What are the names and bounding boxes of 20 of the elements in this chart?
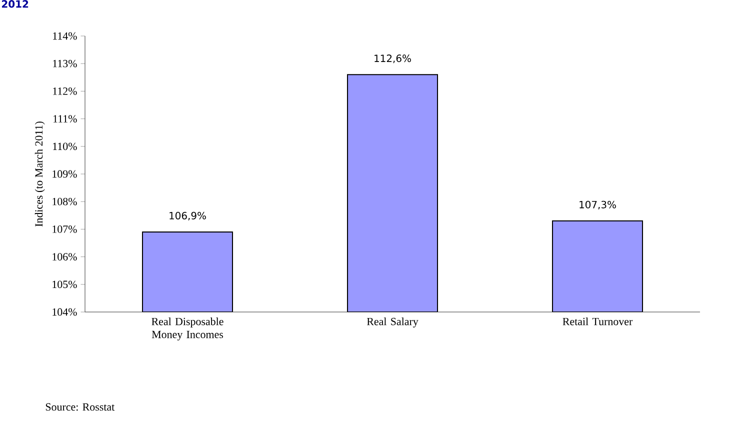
- y-tick-label: 108%: [52, 198, 77, 206]
- data-label: 107,3%: [580, 200, 616, 210]
- x-tick-label: Retail Turnover: [562, 318, 633, 326]
- y-tick-label: 105%: [52, 280, 77, 288]
- chart-title: 2012: [2, 0, 28, 8]
- y-tick-label: 113%: [53, 60, 77, 68]
- y-tick-label: 112%: [53, 87, 77, 95]
- y-tick-label: 114%: [53, 32, 77, 40]
- y-tick-label: 107%: [52, 225, 77, 233]
- x-tick-label: Real Disposable Money Incomes: [152, 318, 224, 340]
- data-label: 106,9%: [170, 212, 206, 220]
- y-tick-label: 106%: [52, 253, 77, 261]
- y-tick-label: 110%: [53, 142, 77, 150]
- y-tick-label: 111%: [53, 115, 77, 123]
- data-label: 112,6%: [374, 54, 411, 64]
- source-note: Source: Rosstat: [46, 403, 115, 411]
- y-tick-label: 109%: [52, 170, 77, 178]
- x-tick-label: Real Salary: [366, 318, 418, 328]
- y-axis-title: Indices (to March 2011): [34, 122, 45, 227]
- y-tick-label: 104%: [52, 308, 77, 316]
